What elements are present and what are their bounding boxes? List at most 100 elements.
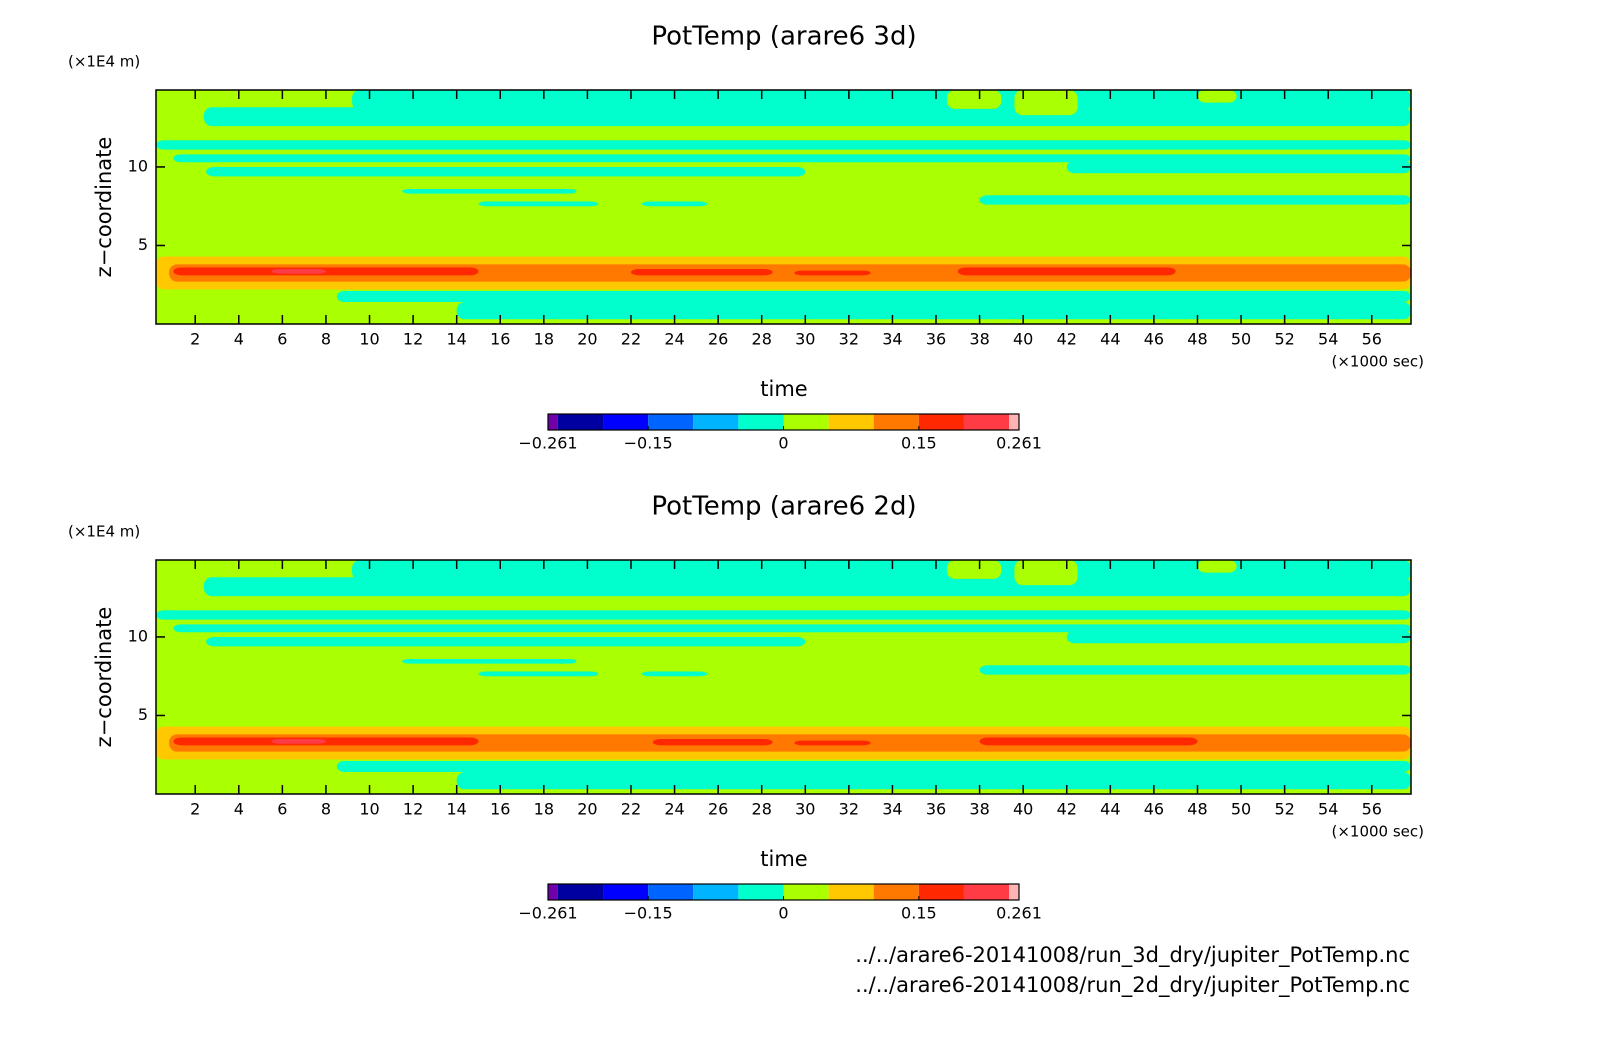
- contour-region: [336, 761, 1411, 773]
- x-tick-label: 38: [969, 800, 989, 819]
- contour-region: [173, 154, 1411, 163]
- plot-frame: [155, 559, 1412, 795]
- contour-region: [336, 291, 1411, 303]
- contour-region: [630, 269, 773, 276]
- colorbar-segment: [828, 414, 874, 430]
- colorbar-segment: [557, 414, 604, 430]
- contour-region: [1066, 160, 1411, 174]
- colorbar-tick-label: −0.261: [518, 434, 577, 453]
- colorbar-segment: [963, 884, 1010, 900]
- x-tick-label: 36: [926, 330, 946, 349]
- contour-region: [946, 90, 1002, 109]
- x-unit: (×1000 sec): [1331, 823, 1424, 841]
- x-tick-label: 18: [534, 800, 554, 819]
- x-tick-label: 30: [795, 800, 815, 819]
- contour-region: [478, 671, 599, 677]
- x-tick-label: 48: [1187, 330, 1207, 349]
- colorbar-tick-label: 0.15: [901, 904, 937, 923]
- colorbar-tick-label: 0: [778, 434, 788, 453]
- x-tick-label: 28: [752, 330, 772, 349]
- contour-region: [203, 577, 1411, 597]
- x-tick-label: 44: [1100, 800, 1120, 819]
- x-tick-label: 8: [321, 800, 331, 819]
- contour-region: [173, 624, 1411, 633]
- contour-region: [156, 610, 1411, 620]
- y-tick-label: 5: [138, 235, 148, 254]
- colorbar-segment: [783, 884, 829, 900]
- x-axis-label: time: [760, 847, 807, 871]
- x-tick-label: 18: [534, 330, 554, 349]
- colorbar-segment: [548, 414, 558, 430]
- x-unit: (×1000 sec): [1331, 353, 1424, 371]
- x-tick-label: 20: [577, 800, 597, 819]
- x-tick-label: 32: [839, 800, 859, 819]
- colorbar-tick-label: 0.261: [996, 904, 1042, 923]
- y-tick-label: 5: [138, 705, 148, 724]
- chart-title: PotTemp (arare6 3d): [651, 22, 916, 52]
- colorbar-segment: [693, 884, 739, 900]
- contour-region: [156, 140, 1411, 150]
- contour-region: [957, 267, 1176, 276]
- x-tick-label: 16: [490, 330, 510, 349]
- x-tick-label: 38: [969, 330, 989, 349]
- x-tick-label: 40: [1013, 330, 1033, 349]
- colorbar-tick-label: 0.261: [996, 434, 1042, 453]
- file-path: ../../arare6-20141008/run_2d_dry/jupiter…: [855, 973, 1410, 998]
- colorbar-segment: [873, 884, 919, 900]
- colorbar-segment: [548, 884, 558, 900]
- x-tick-label: 4: [234, 800, 244, 819]
- colorbar-segment: [1009, 884, 1019, 900]
- x-tick-label: 22: [621, 330, 641, 349]
- y-unit: (×1E4 m): [68, 523, 140, 541]
- x-tick-label: 54: [1318, 330, 1338, 349]
- x-tick-label: 14: [446, 800, 466, 819]
- y-axis-label: z−coordinate: [92, 607, 116, 748]
- colorbar-segment: [648, 414, 694, 430]
- contour-region: [352, 90, 1411, 111]
- contour-region: [979, 737, 1198, 746]
- x-tick-label: 44: [1100, 330, 1120, 349]
- x-tick-label: 42: [1057, 800, 1077, 819]
- x-tick-label: 6: [277, 800, 287, 819]
- x-axis-label: time: [760, 377, 807, 401]
- contour-region: [173, 267, 479, 276]
- x-tick-label: 6: [277, 330, 287, 349]
- contour-region: [946, 560, 1002, 579]
- colorbar-tick-label: −0.15: [624, 904, 673, 923]
- colorbar-segment: [693, 414, 739, 430]
- x-tick-label: 4: [234, 330, 244, 349]
- x-tick-label: 16: [490, 800, 510, 819]
- y-unit: (×1E4 m): [68, 53, 140, 71]
- x-tick-label: 30: [795, 330, 815, 349]
- y-tick-label: 10: [128, 626, 148, 645]
- file-path: ../../arare6-20141008/run_3d_dry/jupiter…: [855, 943, 1410, 968]
- x-tick-label: 24: [664, 330, 684, 349]
- contour-region: [402, 658, 577, 664]
- colorbar-segment: [918, 414, 964, 430]
- x-tick-label: 20: [577, 330, 597, 349]
- colorbar-segment: [783, 414, 829, 430]
- x-tick-label: 2: [190, 800, 200, 819]
- x-tick-label: 34: [882, 800, 902, 819]
- contour-region: [456, 302, 1411, 320]
- x-tick-label: 26: [708, 330, 728, 349]
- x-tick-label: 52: [1274, 330, 1294, 349]
- x-tick-label: 32: [839, 330, 859, 349]
- x-tick-label: 12: [403, 330, 423, 349]
- contour-region: [478, 201, 599, 207]
- x-tick-label: 56: [1362, 800, 1382, 819]
- colorbar-segment: [648, 884, 694, 900]
- y-axis-label: z−coordinate: [92, 137, 116, 278]
- x-tick-label: 2: [190, 330, 200, 349]
- contour-region: [794, 740, 871, 746]
- contour-region: [1197, 560, 1237, 573]
- colorbar-segment: [603, 884, 649, 900]
- chart-title: PotTemp (arare6 2d): [651, 492, 916, 522]
- x-tick-label: 46: [1144, 800, 1164, 819]
- contour-region: [173, 737, 479, 746]
- contour-region: [1014, 90, 1078, 116]
- x-tick-label: 12: [403, 800, 423, 819]
- plot-area: [156, 560, 1411, 794]
- x-tick-label: 52: [1274, 800, 1294, 819]
